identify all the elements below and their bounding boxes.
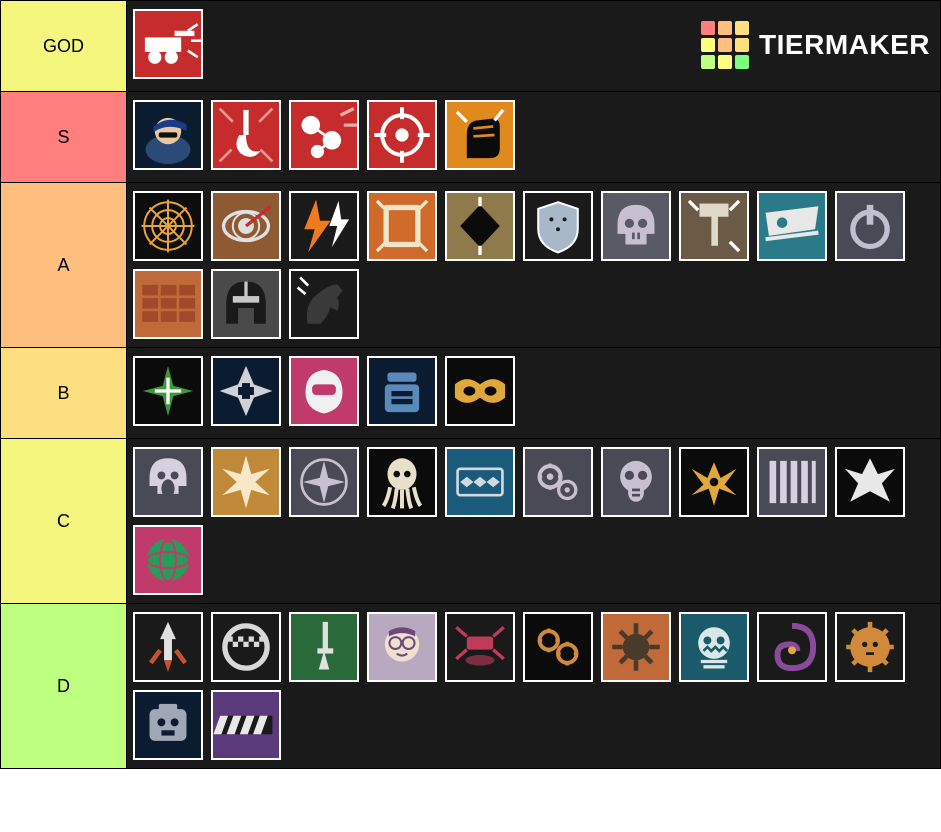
horse-icon[interactable] xyxy=(289,269,359,339)
tier-items[interactable] xyxy=(127,348,940,438)
spike-icon[interactable] xyxy=(601,612,671,682)
tier-row: D xyxy=(1,604,940,768)
globe-icon[interactable] xyxy=(133,525,203,595)
nerd-icon[interactable] xyxy=(367,612,437,682)
tier-label[interactable]: S xyxy=(1,92,127,182)
shield-icon[interactable] xyxy=(523,191,593,261)
phoenix-icon[interactable] xyxy=(835,447,905,517)
frost-icon[interactable] xyxy=(679,612,749,682)
watermark-text: TIERMAKER xyxy=(759,29,930,61)
power-icon[interactable] xyxy=(835,191,905,261)
gears-icon[interactable] xyxy=(523,447,593,517)
tier-items[interactable] xyxy=(127,439,940,603)
balls-icon[interactable] xyxy=(289,100,359,170)
bars-icon[interactable] xyxy=(757,447,827,517)
tier-label[interactable]: D xyxy=(1,604,127,768)
tier-label[interactable]: C xyxy=(1,439,127,603)
tier-items[interactable] xyxy=(127,92,940,182)
fist-icon[interactable] xyxy=(445,100,515,170)
drone-icon[interactable] xyxy=(757,191,827,261)
tier-label[interactable]: A xyxy=(1,183,127,347)
racer-icon[interactable] xyxy=(289,356,359,426)
lightning-icon[interactable] xyxy=(289,191,359,261)
star-cross-icon[interactable] xyxy=(133,356,203,426)
vest-icon[interactable] xyxy=(367,356,437,426)
skull-icon[interactable] xyxy=(601,191,671,261)
tier-row: B xyxy=(1,348,940,439)
wall-icon[interactable] xyxy=(133,269,203,339)
knife-icon[interactable] xyxy=(289,612,359,682)
hammer-icon[interactable] xyxy=(679,191,749,261)
drone2-icon[interactable] xyxy=(445,612,515,682)
helmet-icon[interactable] xyxy=(211,269,281,339)
burst-icon[interactable] xyxy=(211,447,281,517)
eye-icon[interactable] xyxy=(211,191,281,261)
cogs-icon[interactable] xyxy=(523,612,593,682)
lion-icon[interactable] xyxy=(835,612,905,682)
tier-row: A xyxy=(1,183,940,348)
watermark-grid-icon xyxy=(701,21,749,69)
tier-label[interactable]: GOD xyxy=(1,1,127,91)
wings-icon[interactable] xyxy=(679,447,749,517)
stealth-icon[interactable] xyxy=(445,191,515,261)
tier-label[interactable]: B xyxy=(1,348,127,438)
turret-icon[interactable] xyxy=(133,9,203,79)
medic-icon[interactable] xyxy=(211,356,281,426)
target-icon[interactable] xyxy=(367,100,437,170)
tier-row: S xyxy=(1,92,940,183)
tier-row: C xyxy=(1,439,940,604)
swirl-icon[interactable] xyxy=(757,612,827,682)
stripes-icon[interactable] xyxy=(211,690,281,760)
tier-list: GOD TIERMAKER SABCD xyxy=(0,0,941,769)
hook-icon[interactable] xyxy=(211,100,281,170)
breach-icon[interactable] xyxy=(367,191,437,261)
tier-items[interactable] xyxy=(127,183,940,347)
mask-eyes-icon[interactable] xyxy=(445,356,515,426)
checker-icon[interactable] xyxy=(211,612,281,682)
tiermaker-watermark: TIERMAKER xyxy=(701,21,930,69)
recruit-icon[interactable] xyxy=(133,100,203,170)
scream-icon[interactable] xyxy=(133,447,203,517)
web-icon[interactable] xyxy=(133,191,203,261)
squid-icon[interactable] xyxy=(367,447,437,517)
compass-icon[interactable] xyxy=(289,447,359,517)
tier-items[interactable]: TIERMAKER xyxy=(127,1,940,91)
tier-items[interactable] xyxy=(127,604,940,768)
gasmask-icon[interactable] xyxy=(601,447,671,517)
trap-icon[interactable] xyxy=(445,447,515,517)
skullpad-icon[interactable] xyxy=(133,690,203,760)
tier-row: GOD TIERMAKER xyxy=(1,1,940,92)
rocket-icon[interactable] xyxy=(133,612,203,682)
